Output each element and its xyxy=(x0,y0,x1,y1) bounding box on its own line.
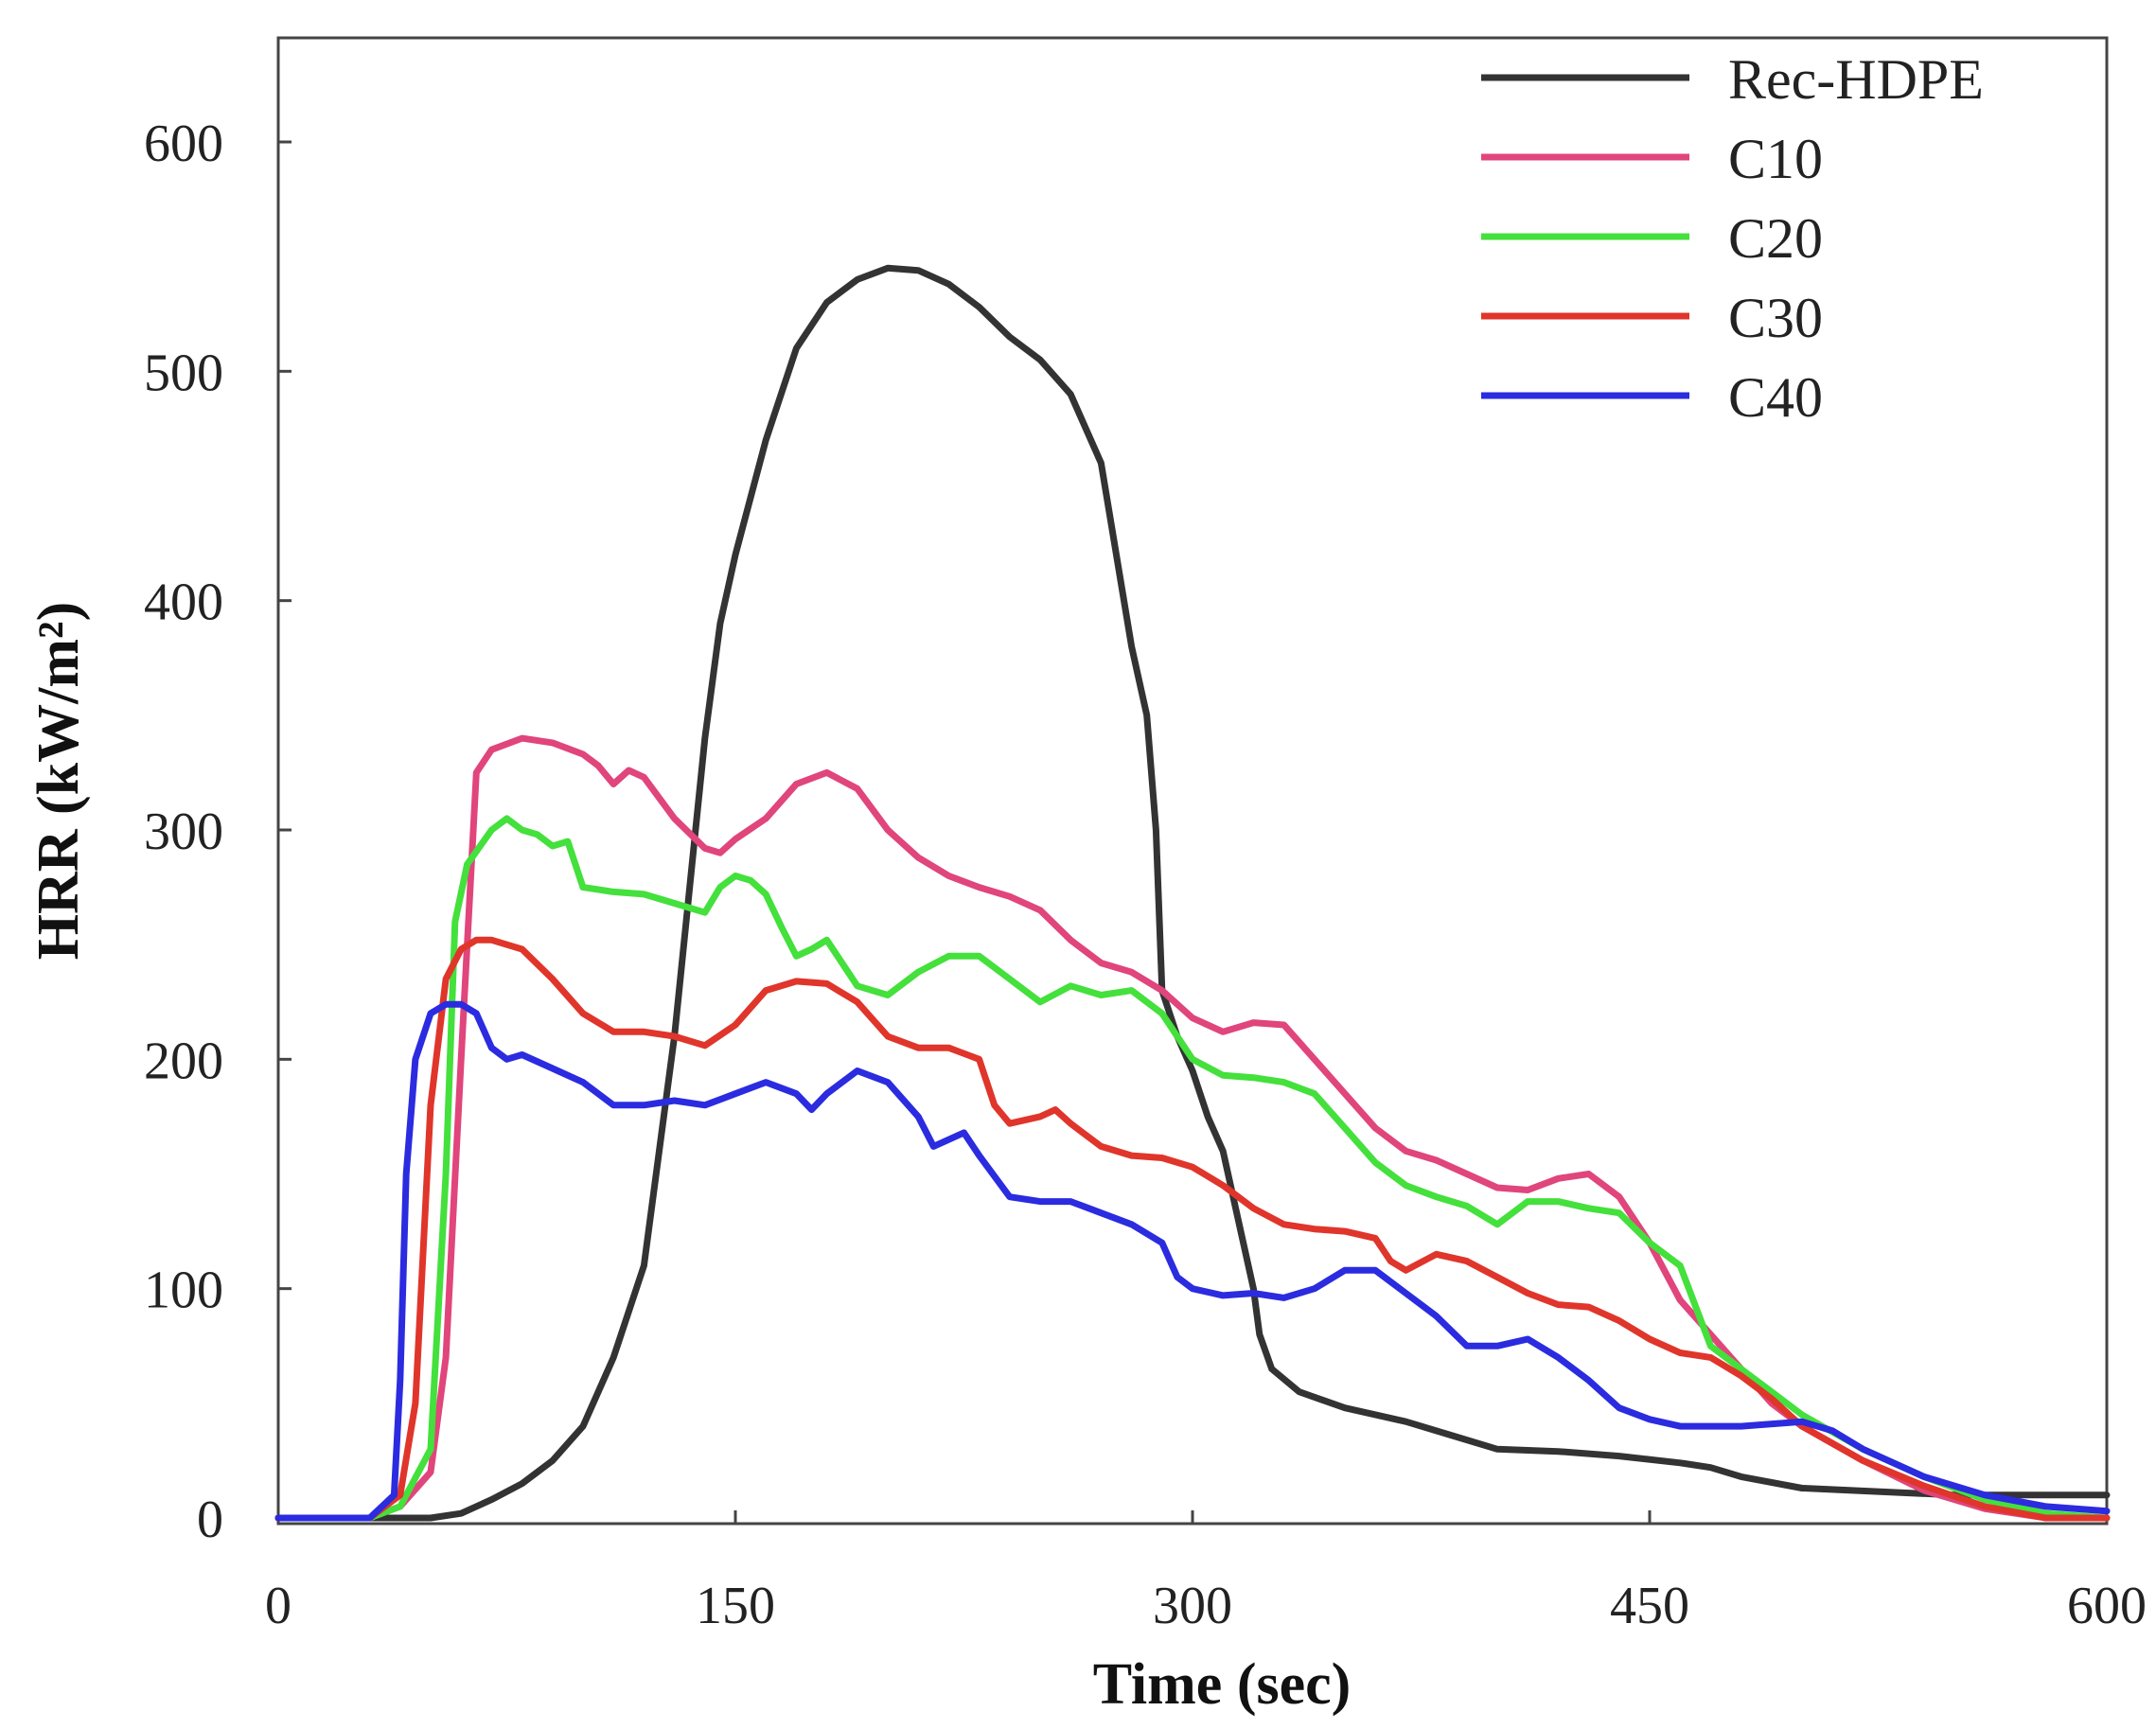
legend-label-2: C20 xyxy=(1728,207,1823,270)
series-line-c30 xyxy=(274,936,2111,1522)
series-layer xyxy=(274,264,2111,1522)
legend-label-0: Rec-HDPE xyxy=(1728,48,1984,111)
x-tick-label-4: 600 xyxy=(2067,1577,2147,1635)
y-tick-label-5: 500 xyxy=(144,344,223,402)
series-line-c10 xyxy=(274,734,2111,1522)
x-tick-label-2: 300 xyxy=(1153,1577,1232,1635)
legend-label-3: C30 xyxy=(1728,287,1823,349)
y-tick-label-6: 600 xyxy=(144,115,223,173)
legend-label-4: C40 xyxy=(1728,366,1823,429)
x-axis-title: Time (sec) xyxy=(1093,1652,1352,1717)
x-tick-label-1: 150 xyxy=(696,1577,775,1635)
y-tick-label-2: 200 xyxy=(144,1032,223,1090)
y-tick-label-4: 400 xyxy=(144,573,223,632)
series-line-rec-hdpe xyxy=(274,264,2111,1522)
legend: Rec-HDPE C10 C20 C30 C40 xyxy=(1481,48,1984,429)
legend-label-1: C10 xyxy=(1728,128,1823,190)
x-tick-label-0: 0 xyxy=(265,1577,292,1635)
series-line-c20 xyxy=(274,815,2111,1522)
y-tick-label-3: 300 xyxy=(144,803,223,861)
y-axis-title: HRR (kW/m²) xyxy=(27,602,91,961)
plot-frame xyxy=(276,36,2109,1526)
series-line-c40 xyxy=(274,1000,2111,1522)
y-tick-label-1: 100 xyxy=(144,1261,223,1320)
y-tick-label-0: 0 xyxy=(197,1491,223,1549)
x-tick-label-3: 450 xyxy=(1610,1577,1689,1635)
axis-ticks: 0 150 300 450 600 0 100 200 300 400 500 600 xyxy=(144,115,2147,1635)
